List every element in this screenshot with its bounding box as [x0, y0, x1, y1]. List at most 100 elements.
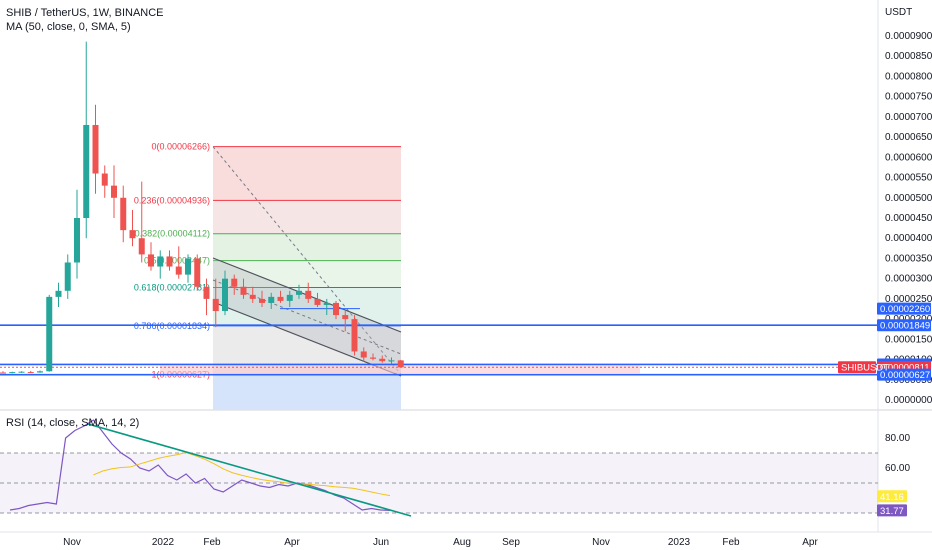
current-price-zone — [160, 365, 640, 374]
candle-body — [83, 124, 90, 218]
price-tag-box — [877, 319, 931, 332]
time-axis-label: Sep — [502, 537, 520, 548]
fib-level-label: 0(0.00006266) — [151, 142, 210, 152]
candle-body — [120, 197, 127, 231]
fib-level-label: 0.382(0.00004112) — [135, 229, 210, 239]
candle-body — [268, 296, 275, 303]
candle-body — [379, 358, 386, 362]
rsi-value-tag-label: 31.77 — [880, 506, 904, 517]
time-axis-label: Feb — [203, 537, 221, 548]
candle-body — [222, 278, 228, 312]
candle-body — [342, 315, 349, 320]
candle-body — [231, 278, 238, 287]
fib-trend-line — [212, 146, 402, 375]
rsi-axis-tick: 80.00 — [885, 433, 910, 444]
fib-zone — [213, 200, 401, 234]
candle-body — [46, 296, 53, 372]
channel-middle — [212, 279, 402, 355]
candle-body — [92, 124, 99, 174]
candle-body — [55, 290, 62, 297]
fib-zone — [213, 260, 401, 288]
rsi-value-tag-box — [877, 504, 907, 517]
candle-body — [305, 290, 312, 299]
candle-body — [296, 290, 302, 295]
currency-label: USDT — [885, 7, 913, 18]
candle-body — [175, 266, 182, 275]
candle-body — [360, 351, 367, 358]
time-axis-label: Nov — [592, 537, 610, 548]
candle-body — [397, 360, 404, 368]
price-tag-label: 0.00002260 — [880, 304, 930, 315]
candle-body — [185, 258, 191, 275]
price-tag-label: 0.00000811 — [880, 363, 930, 374]
candle-body — [277, 296, 284, 301]
fib-zone-extension — [213, 374, 401, 410]
rsi-legend: RSI (14, close, SMA, 14, 2) — [6, 417, 140, 429]
price-tag-box — [877, 302, 931, 315]
time-axis-label: 2023 — [668, 537, 691, 548]
candle-body — [203, 286, 210, 299]
price-tag-label: 0.00000627 — [880, 370, 930, 381]
time-axis-label: Feb — [722, 537, 740, 548]
symbol-tag-label: SHIBUSDT — [841, 363, 889, 374]
candle-body — [314, 298, 321, 305]
time-axis-label: 2022 — [152, 537, 175, 548]
price-tag-label: 0.00001849 — [880, 321, 930, 332]
candle-body — [323, 302, 330, 305]
fib-level-label: 0.236(0.00004936) — [134, 195, 210, 205]
candle-body — [9, 372, 16, 374]
time-axis-label: Apr — [802, 537, 818, 548]
candle-body — [148, 254, 154, 267]
price-axis-tick: 0.00000000 — [885, 395, 932, 406]
candle-body — [138, 238, 145, 255]
fib-level-label: 0.618(0.00002781) — [134, 283, 210, 293]
candle-body — [212, 298, 219, 312]
rsi-axis-tick: 60.00 — [885, 463, 910, 474]
fib-zone — [213, 233, 401, 261]
rsi-value-tag-label: 41.16 — [880, 492, 904, 503]
candle-body — [64, 262, 71, 291]
candle-body — [286, 294, 293, 301]
candle-body — [18, 371, 25, 373]
candle-body — [333, 302, 339, 316]
candle-body — [166, 256, 173, 267]
rsi-value-tag-box — [877, 490, 907, 503]
candle-body — [370, 357, 376, 359]
time-axis-label: Nov — [63, 537, 81, 548]
candle-body — [129, 230, 136, 239]
candle-body — [101, 173, 108, 186]
time-axis-label: Aug — [453, 537, 471, 548]
time-axis-label: Apr — [284, 537, 300, 548]
candle-body — [351, 319, 358, 352]
candle-body — [194, 258, 201, 287]
fib-level-label: 0.5(0.00003447) — [144, 256, 210, 266]
rsi-trend-line — [87, 423, 412, 517]
candle-body — [388, 360, 395, 362]
candle-body — [37, 371, 43, 373]
candle-body — [259, 298, 265, 303]
price-tag-box — [877, 368, 931, 381]
candle-body — [157, 256, 164, 267]
symbol-tag-box — [838, 361, 876, 374]
rsi-ma-line — [93, 452, 391, 497]
fib-zone — [213, 146, 401, 201]
candle-body — [27, 372, 34, 374]
candle-body — [240, 286, 247, 295]
candle-body — [249, 294, 256, 299]
